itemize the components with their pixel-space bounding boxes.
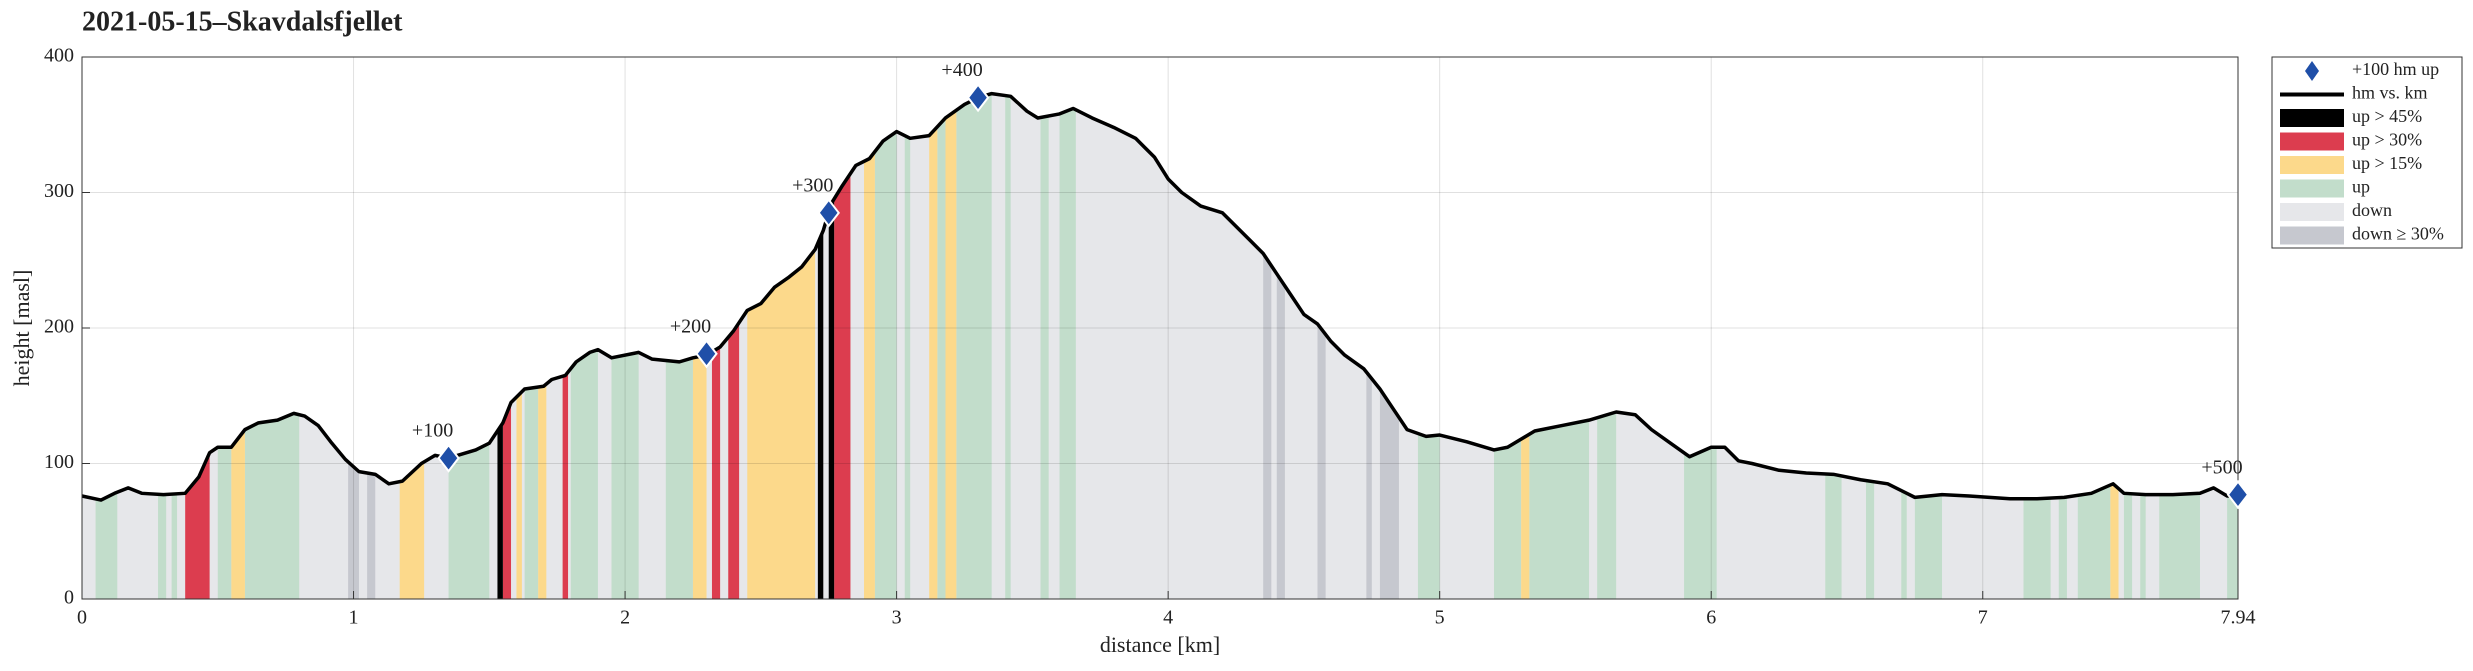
milestone-marker xyxy=(817,198,840,228)
y-tick-label: 400 xyxy=(44,45,74,67)
legend-label: up > 45% xyxy=(2352,106,2422,126)
legend-marker xyxy=(2305,61,2319,81)
x-tick-label: 5 xyxy=(1435,607,1445,629)
slope-band xyxy=(937,93,946,599)
x-tick-label: 4 xyxy=(1163,607,1173,629)
slope-band xyxy=(1276,93,1285,599)
legend-label: down ≥ 30% xyxy=(2352,224,2444,244)
legend-swatch xyxy=(2280,226,2344,245)
milestone-label: +400 xyxy=(941,59,982,81)
legend-swatch xyxy=(2280,132,2344,151)
x-axis-label: distance [km] xyxy=(1100,632,1220,657)
slope-band xyxy=(1005,93,1011,599)
milestone-label: +300 xyxy=(792,174,833,196)
slope-band xyxy=(945,93,957,599)
slope-band xyxy=(864,93,875,599)
y-tick-label: 0 xyxy=(64,587,74,609)
legend-label: up > 30% xyxy=(2352,130,2422,150)
y-axis-label: height [masl] xyxy=(9,270,34,387)
slope-band xyxy=(834,93,851,599)
y-tick-label: 300 xyxy=(44,180,74,202)
slope-band xyxy=(904,93,911,599)
milestone-marker xyxy=(695,339,718,369)
y-tick-label: 100 xyxy=(44,451,74,473)
chart-title: 2021-05-15–Skavdalsfjellet xyxy=(82,6,403,37)
x-tick-label: 2 xyxy=(620,607,630,629)
x-tick-label: 7.94 xyxy=(2221,607,2256,629)
slope-band xyxy=(828,93,835,599)
legend-swatch xyxy=(2280,203,2344,221)
slope-band xyxy=(929,93,938,599)
slope-band xyxy=(728,93,740,599)
milestone-label: +500 xyxy=(2201,456,2242,478)
x-tick-label: 1 xyxy=(349,607,359,629)
milestone-marker xyxy=(966,83,990,113)
legend-label: down xyxy=(2352,200,2392,220)
x-tick-label: 0 xyxy=(77,607,87,629)
milestone-label: +200 xyxy=(670,315,711,337)
slope-band xyxy=(1059,93,1076,599)
milestone-marker xyxy=(437,443,460,473)
slope-band xyxy=(956,93,992,599)
slope-band xyxy=(817,93,824,599)
legend-label: up > 15% xyxy=(2352,153,2422,173)
legend-label: +100 hm up xyxy=(2352,59,2439,79)
x-tick-label: 6 xyxy=(1706,607,1716,629)
legend-label: hm vs. km xyxy=(2352,83,2428,103)
milestone-label: +100 xyxy=(412,420,453,442)
legend-label: up xyxy=(2352,177,2370,197)
milestone-marker xyxy=(2226,480,2250,510)
x-tick-label: 7 xyxy=(1978,607,1988,629)
legend-swatch xyxy=(2280,156,2344,174)
y-tick-label: 200 xyxy=(44,316,74,338)
legend-swatch xyxy=(2280,109,2344,127)
slope-band xyxy=(1263,93,1272,599)
slope-band xyxy=(874,93,897,599)
legend-swatch xyxy=(2280,179,2344,198)
slope-band xyxy=(1040,93,1049,599)
x-tick-label: 3 xyxy=(892,607,902,629)
slope-band xyxy=(1317,93,1326,599)
